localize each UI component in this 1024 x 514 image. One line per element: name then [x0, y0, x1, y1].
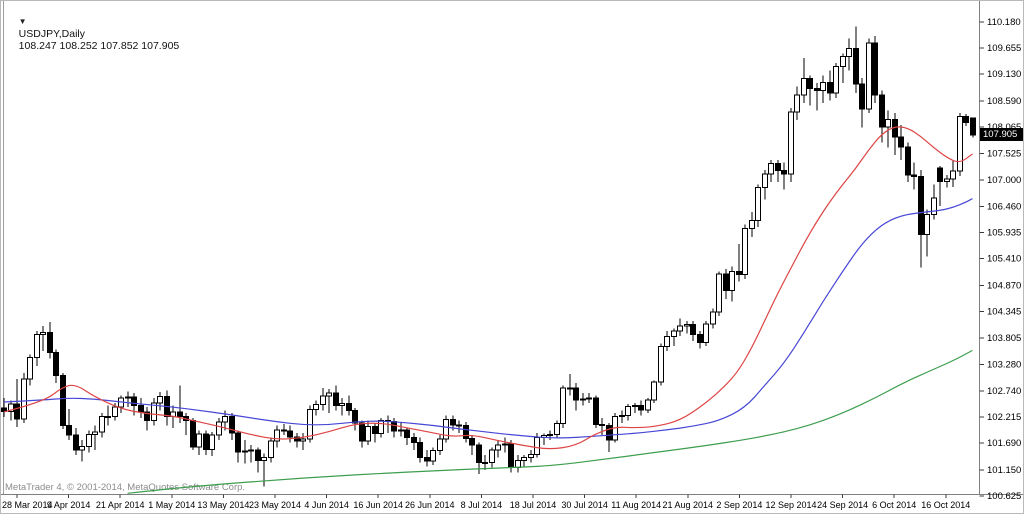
price-axis-label: 107.000	[987, 175, 1021, 186]
time-axis-label: 18 Jul 2014	[510, 500, 557, 510]
time-axis-label: 24 Sep 2014	[817, 500, 868, 510]
ma-fast-red-line	[3, 126, 973, 450]
watermark: MetaTrader 4, © 2001-2014, MetaQuotes So…	[5, 482, 246, 493]
time-axis-label: 30 Jul 2014	[561, 500, 608, 510]
price-axis[interactable]: 110.180 109.655 109.130 108.590 108.065 107.5…	[979, 17, 1022, 502]
ohlc-quote-text: 108.247 108.252 107.852 107.905	[18, 40, 180, 52]
price-axis-label: 102.740	[987, 386, 1021, 397]
price-axis-label: 108.590	[987, 96, 1021, 107]
time-axis-label: 12 Sep 2014	[765, 500, 816, 510]
time-axis-label: 4 Jun 2014	[304, 500, 349, 510]
price-axis-label: 103.280	[987, 359, 1021, 370]
ma-slow-green-line	[127, 349, 973, 494]
ma-medium-blue-line	[3, 198, 973, 439]
price-axis-label: 104.345	[987, 307, 1021, 318]
price-axis-label: 106.460	[987, 202, 1021, 213]
price-axis-label: 108.065	[987, 122, 1021, 133]
price-axis-label: 100.625	[987, 491, 1021, 502]
time-axis-label: 9 Apr 2014	[47, 500, 91, 510]
time-axis-label: 8 Jul 2014	[461, 500, 503, 510]
price-axis-label: 104.870	[987, 280, 1021, 291]
time-axis-label: 1 May 2014	[148, 500, 195, 510]
symbol-dropdown-icon[interactable]: ▼	[18, 17, 27, 26]
time-axis-label: 11 Aug 2014	[611, 500, 661, 510]
time-axis-label: 6 Oct 2014	[872, 500, 916, 510]
time-axis-label: 26 Jun 2014	[405, 500, 455, 510]
price-axis-label: 102.215	[987, 412, 1021, 423]
candles-layer	[1, 26, 976, 487]
time-axis-label: 2 Sep 2014	[716, 500, 762, 510]
price-axis-label: 109.130	[987, 69, 1021, 80]
price-axis-label: 110.180	[987, 17, 1021, 28]
price-axis-label: 101.690	[987, 438, 1021, 449]
price-axis-label: 101.150	[987, 465, 1021, 476]
time-axis-label: 13 May 2014	[197, 500, 249, 510]
current-price-tag: 107.905	[980, 128, 1023, 141]
time-axis-label: 21 Apr 2014	[96, 500, 145, 510]
time-axis-label: 23 May 2014	[249, 500, 301, 510]
price-axis-label: 105.935	[987, 228, 1021, 239]
chart-title: ▼ USDJPY,Daily 108.247 108.252 107.852 1…	[7, 4, 180, 64]
price-axis-label: 107.525	[987, 149, 1021, 160]
time-axis-label: 28 Mar 2014	[2, 500, 53, 510]
time-axis-label: 16 Jun 2014	[353, 500, 403, 510]
price-axis-label: 103.805	[987, 333, 1021, 344]
time-axis-label: 16 Oct 2014	[921, 500, 970, 510]
price-axis-label: 105.410	[987, 254, 1021, 265]
symbol-timeframe-label: USDJPY,Daily	[18, 28, 85, 40]
price-axis-label: 109.655	[987, 43, 1021, 54]
time-axis-label: 21 Aug 2014	[663, 500, 714, 510]
